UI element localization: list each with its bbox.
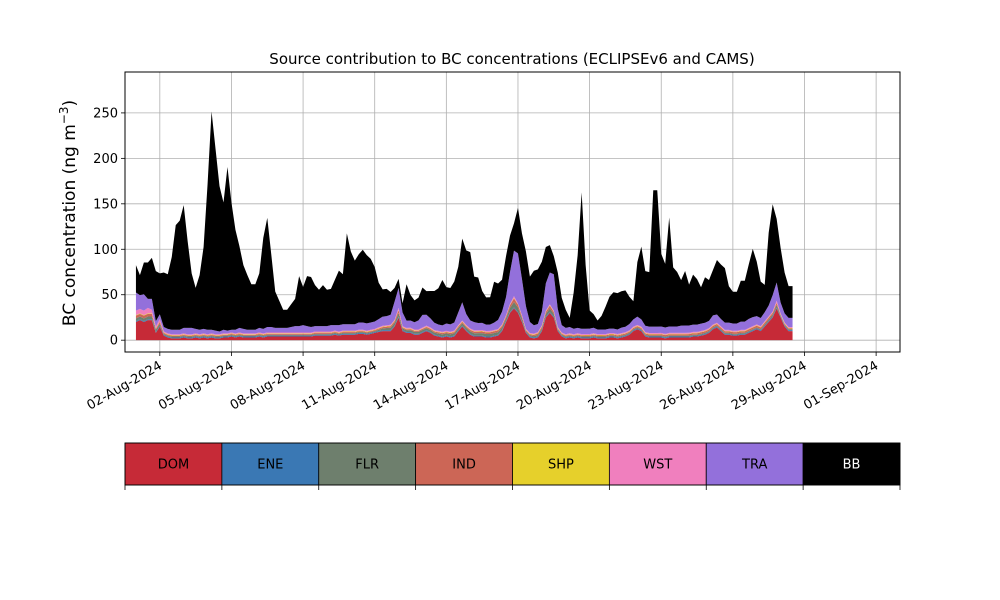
y-axis-label: BC concentration (ng m−3) bbox=[57, 100, 80, 326]
area-bb bbox=[135, 111, 793, 332]
legend-swatch-wst bbox=[608, 442, 707, 486]
y-axis-label-close: ) bbox=[60, 100, 80, 107]
y-tick-label: 50 bbox=[101, 288, 118, 303]
legend-swatch-shp bbox=[512, 442, 610, 486]
legend-colorbar: DOM ENE FLR IND SHP WST TRA BB bbox=[124, 442, 901, 490]
y-tick-label: 100 bbox=[93, 243, 118, 258]
x-tick-label: 11-Aug-2024 bbox=[299, 358, 379, 413]
legend-label-tra: TRA bbox=[741, 458, 767, 473]
plot-frame bbox=[124, 71, 901, 353]
legend-swatch-flr bbox=[318, 442, 417, 486]
x-tick-label: 01-Sep-2024 bbox=[801, 358, 881, 413]
x-tick-label: 17-Aug-2024 bbox=[443, 358, 523, 413]
legend-swatch-tra bbox=[705, 442, 804, 486]
legend-frame bbox=[124, 442, 901, 486]
y-tick-label: 200 bbox=[93, 152, 118, 167]
y-axis-label-main: BC concentration (ng m bbox=[60, 124, 80, 326]
y-tick-label: 0 bbox=[110, 334, 118, 349]
legend-label-wst: WST bbox=[643, 458, 672, 473]
area-ind bbox=[135, 298, 793, 337]
chart-title: Source contribution to BC concentrations… bbox=[269, 50, 754, 68]
area-dom bbox=[135, 308, 793, 341]
y-axis: 0 50 100 150 200 250 bbox=[93, 106, 125, 349]
x-tick-label: 02-Aug-2024 bbox=[84, 358, 164, 413]
x-tick-label: 20-Aug-2024 bbox=[514, 358, 594, 413]
x-tick-label: 23-Aug-2024 bbox=[586, 358, 666, 413]
x-tick-label: 26-Aug-2024 bbox=[658, 358, 738, 413]
x-tick-label: 05-Aug-2024 bbox=[156, 358, 236, 413]
legend-label-flr: FLR bbox=[355, 458, 379, 473]
stacked-areas bbox=[135, 111, 793, 341]
x-tick-label: 14-Aug-2024 bbox=[371, 358, 451, 413]
legend-label-shp: SHP bbox=[548, 458, 574, 473]
y-tick-label: 150 bbox=[93, 197, 118, 212]
x-tick-label: 29-Aug-2024 bbox=[729, 358, 809, 413]
legend-label-bb: BB bbox=[843, 458, 861, 473]
y-axis-label-exponent: −3 bbox=[57, 106, 71, 124]
x-tick-label: 08-Aug-2024 bbox=[228, 358, 308, 413]
legend-label-dom: DOM bbox=[158, 458, 189, 473]
legend-label-ind: IND bbox=[452, 458, 476, 473]
x-axis: 02-Aug-202405-Aug-202408-Aug-202411-Aug-… bbox=[84, 352, 881, 414]
legend-label-ene: ENE bbox=[257, 458, 283, 473]
legend-swatch-ind bbox=[415, 442, 513, 486]
area-tra bbox=[135, 250, 793, 335]
y-tick-label: 250 bbox=[93, 106, 118, 121]
